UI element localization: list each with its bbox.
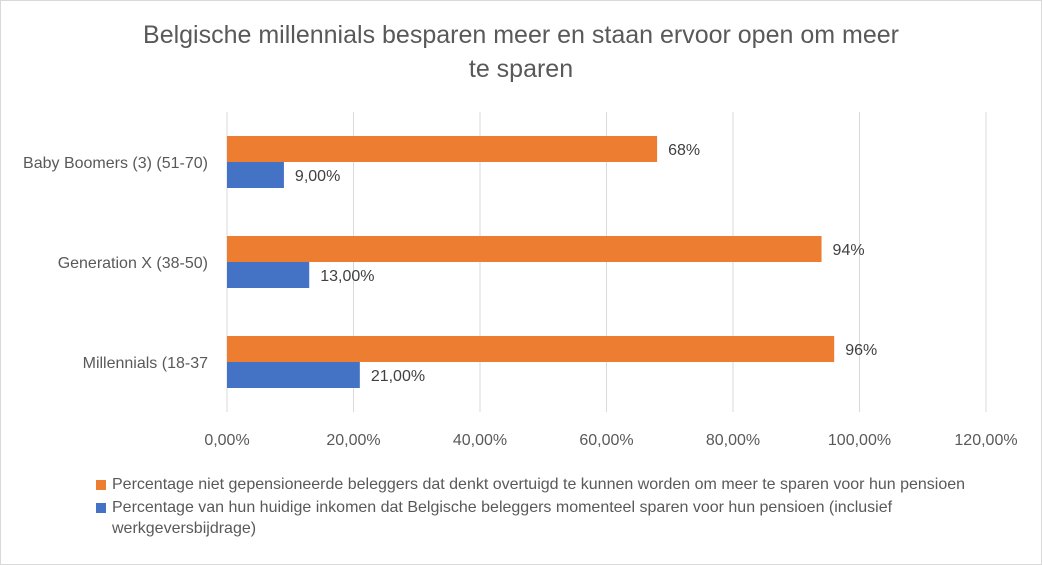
bar-orange-1 [227, 236, 822, 262]
category-label-1: Generation X (38-50) [58, 255, 208, 272]
x-tick-label-4: 80,00% [706, 432, 760, 449]
legend-swatch-orange [96, 480, 106, 490]
legend-item-orange: Percentage niet gepensioneerde beleggers… [96, 474, 996, 495]
legend-item-blue: Percentage van hun huidige inkomen dat B… [96, 497, 996, 539]
chart-title-line-1: Belgische millennials besparen meer en s… [143, 21, 899, 49]
legend: Percentage niet gepensioneerde beleggers… [96, 474, 996, 541]
data-label-orange-0: 68% [668, 142, 700, 159]
bar-blue-0 [227, 162, 284, 188]
x-tick-label-2: 40,00% [453, 432, 507, 449]
chart-title: Belgische millennials besparen meer en s… [0, 18, 1042, 86]
x-tick-label-5: 100,00% [828, 432, 891, 449]
data-label-blue-1: 13,00% [320, 268, 374, 285]
category-label-2: Millennials (18-37 [83, 355, 208, 372]
bar-blue-1 [227, 262, 310, 288]
legend-swatch-blue [96, 503, 106, 513]
data-label-blue-2: 21,00% [371, 368, 425, 385]
x-tick-label-1: 20,00% [326, 432, 380, 449]
bar-orange-0 [227, 136, 658, 162]
category-label-0: Baby Boomers (3) (51-70) [23, 155, 208, 172]
data-label-orange-2: 96% [845, 342, 877, 359]
chart-title-line-2: te sparen [468, 55, 574, 83]
x-tick-label-6: 120,00% [954, 432, 1017, 449]
data-label-blue-0: 9,00% [295, 168, 340, 185]
bar-orange-2 [227, 336, 835, 362]
x-tick-label-3: 60,00% [579, 432, 633, 449]
data-label-orange-1: 94% [833, 242, 865, 259]
x-tick-label-0: 0,00% [204, 432, 249, 449]
legend-label-blue: Percentage van hun huidige inkomen dat B… [112, 499, 893, 537]
bar-blue-2 [227, 362, 360, 388]
legend-label-orange: Percentage niet gepensioneerde beleggers… [112, 476, 966, 493]
